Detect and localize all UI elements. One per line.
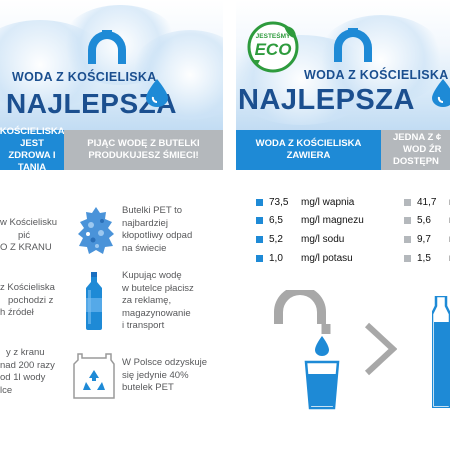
right-grey-banner: JEDNA Z ¢ WOD ŹR DOSTĘPN (381, 130, 450, 170)
blue-square-bullet-icon (256, 254, 263, 262)
stat-magnesium: 6,5 mg/l magnezu (256, 213, 364, 227)
left-row3-right-text: W Polsce odzyskuje się jedynie 40% butel… (122, 357, 222, 395)
left-hero-title-line1: WODA Z KOŚCIELISKA (12, 70, 157, 84)
text-line: O Z KRANU (0, 242, 52, 253)
stat-value: 9,7 (417, 233, 431, 245)
text-line: nad 200 razy (0, 359, 55, 371)
left-blue-banner-line2: ZDROWA I TANIA (8, 150, 56, 173)
recycling-container-icon (73, 353, 115, 399)
text-line: lce (0, 384, 13, 396)
text-line: się jedynie 40% (122, 369, 189, 381)
eco-badge-main: ECO (254, 40, 292, 59)
text-line: najbardziej (122, 217, 168, 229)
right-grey-banner-line3: DOSTĘPN (393, 156, 439, 167)
left-blue-banner: KOŚCIELISKA JEST ZDROWA I TANIA (0, 126, 65, 173)
stat-unit: mg/l potasu (301, 252, 353, 264)
text-line: W Polsce odzyskuje (122, 357, 208, 368)
text-line: i transport (122, 320, 165, 331)
text-line: kłopotliwy odpad (122, 230, 193, 241)
grey-square-bullet-icon (404, 254, 411, 262)
right-hero-title-line2: NAJLEPSZA (238, 84, 415, 116)
panel-divider (223, 0, 236, 450)
right-hero-title-line1: WODA Z KOŚCIELISKA (304, 68, 449, 82)
right-grey-banner-line1: JEDNA Z ¢ (393, 132, 442, 143)
left-blue-banner-line1: KOŚCIELISKA JEST (0, 126, 65, 149)
blue-square-bullet-icon (256, 235, 263, 243)
left-row3-left-text: y z kranu nad 200 razy od 1l wody lce (0, 347, 62, 397)
stat-calcium: 73,5 mg/l wapnia (256, 195, 354, 209)
text-line: h źródeł (0, 307, 34, 318)
right-grey-banner-line2: WOD ŹR (403, 144, 442, 155)
water-tap-icon (334, 28, 372, 62)
text-line: Kupując wodę (122, 270, 182, 281)
water-drop-icon (146, 79, 168, 107)
left-infographic-panel: WODA Z KOŚCIELISKA NAJLEPSZA KOŚCIELISKA… (0, 0, 223, 450)
text-line: pochodzi z (8, 294, 54, 306)
right-blue-banner-line2: ZAWIERA (286, 150, 331, 161)
text-line: z Kościeliska (0, 282, 55, 293)
text-line: od 1l wody (0, 372, 46, 383)
water-bottle-icon (432, 296, 450, 408)
right-blue-banner: WODA Z KOŚCIELISKA ZAWIERA (236, 130, 381, 170)
water-drop-icon (432, 79, 450, 107)
tap-filling-glass-icon (274, 290, 340, 410)
right-blue-banner-line1: WODA Z KOŚCIELISKA (255, 138, 362, 149)
text-line: w butelce płacisz (122, 282, 194, 294)
stat-grey-4: 1,5 m (404, 251, 450, 265)
text-line: Butelki PET to (122, 205, 183, 216)
eco-badge-top: JESTEŚMY (255, 33, 291, 40)
stat-unit: mg/l wapnia (301, 196, 355, 208)
left-row2-left-text: z Kościeliska pochodzi z h źródeł (0, 282, 62, 320)
chevron-right-icon (364, 322, 397, 376)
eco-badge: JESTEŚMY ECO (246, 20, 300, 74)
stat-unit: mg/l sodu (301, 233, 345, 245)
text-line: pić (18, 229, 31, 241)
stat-value: 1,0 (269, 252, 283, 264)
left-row1-left-text: w Kościelisku pić O Z KRANU (0, 217, 62, 255)
stat-grey-2: 5,6 m (404, 213, 450, 227)
stat-value: 5,6 (417, 214, 431, 226)
water-bottle-icon (86, 272, 102, 330)
text-line: y z kranu (6, 347, 45, 358)
stat-unit: mg/l magnezu (301, 214, 364, 226)
left-grey-banner: PIJĄC WODĘ Z BUTELKI PRODUKUJESZ ŚMIECI! (64, 130, 223, 170)
plastic-waste-pile-icon (78, 207, 114, 254)
text-line: na świecie (122, 242, 167, 254)
text-line: w Kościelisku (0, 217, 58, 228)
text-line: butelek PET (122, 382, 174, 393)
eco-leaf-ring-icon (247, 21, 299, 73)
stat-grey-3: 9,7 m (404, 232, 450, 246)
left-grey-banner-line2: PRODUKUJESZ ŚMIECI! (88, 150, 199, 161)
stat-grey-1: 41,7 m (404, 195, 450, 209)
grey-square-bullet-icon (404, 198, 411, 206)
text-line: magazynowanie (122, 307, 191, 319)
stat-value: 6,5 (269, 214, 283, 226)
stat-value: 41,7 (417, 196, 437, 208)
text-line: za reklamę, (122, 295, 172, 306)
water-tap-icon (88, 30, 126, 64)
left-row2-right-text: Kupując wodę w butelce płacisz za reklam… (122, 270, 222, 333)
right-infographic-panel: JESTEŚMY ECO WODA Z KOŚCIELISKA NAJLEPSZ… (236, 0, 450, 450)
right-hero-water-splash: JESTEŚMY ECO WODA Z KOŚCIELISKA NAJLEPSZ… (236, 0, 450, 130)
stat-value: 5,2 (269, 233, 283, 245)
grey-square-bullet-icon (404, 216, 411, 224)
stat-value: 73,5 (269, 196, 289, 208)
left-grey-banner-line1: PIJĄC WODĘ Z BUTELKI (87, 138, 200, 149)
stat-sodium: 5,2 mg/l sodu (256, 232, 344, 246)
stat-value: 1,5 (417, 252, 431, 264)
left-hero-water-splash: WODA Z KOŚCIELISKA NAJLEPSZA (0, 0, 223, 130)
stat-potassium: 1,0 mg/l potasu (256, 251, 353, 265)
left-row1-right-text: Butelki PET to najbardziej kłopotliwy od… (122, 205, 222, 255)
blue-square-bullet-icon (256, 216, 263, 224)
grey-square-bullet-icon (404, 235, 411, 243)
blue-square-bullet-icon (256, 198, 263, 206)
